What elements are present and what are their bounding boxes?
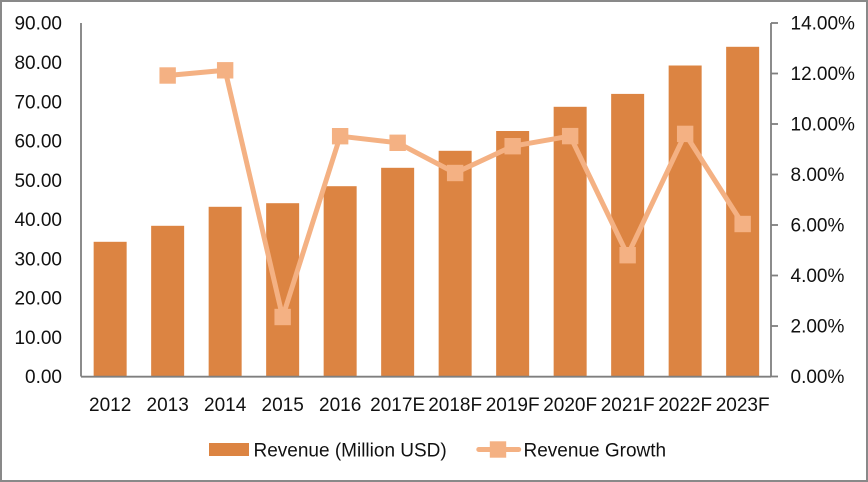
svg-text:2013: 2013: [147, 395, 189, 416]
svg-text:8.00%: 8.00%: [791, 165, 845, 186]
svg-text:10.00%: 10.00%: [791, 115, 856, 136]
svg-text:90.00: 90.00: [14, 14, 62, 35]
svg-text:Revenue (Million USD): Revenue (Million USD): [254, 440, 447, 461]
svg-text:2016: 2016: [319, 395, 361, 416]
svg-text:2015: 2015: [262, 395, 304, 416]
svg-text:12.00%: 12.00%: [791, 64, 856, 85]
svg-text:14.00%: 14.00%: [791, 14, 856, 35]
svg-text:10.00: 10.00: [14, 328, 62, 349]
svg-text:2012: 2012: [89, 395, 131, 416]
svg-text:80.00: 80.00: [14, 53, 62, 74]
svg-text:Revenue Growth: Revenue Growth: [524, 440, 667, 461]
svg-text:6.00%: 6.00%: [791, 216, 845, 237]
svg-text:40.00: 40.00: [14, 210, 62, 231]
svg-text:20.00: 20.00: [14, 289, 62, 310]
svg-text:2020F: 2020F: [543, 395, 597, 416]
svg-text:2014: 2014: [204, 395, 247, 416]
svg-text:50.00: 50.00: [14, 171, 62, 192]
svg-text:4.00%: 4.00%: [791, 266, 845, 287]
svg-text:0.00%: 0.00%: [791, 367, 845, 388]
svg-text:0.00: 0.00: [25, 367, 62, 388]
svg-text:2023F: 2023F: [716, 395, 770, 416]
svg-text:2021F: 2021F: [601, 395, 655, 416]
svg-text:2.00%: 2.00%: [791, 317, 845, 338]
svg-text:2019F: 2019F: [486, 395, 540, 416]
svg-text:30.00: 30.00: [14, 249, 62, 270]
svg-text:70.00: 70.00: [14, 92, 62, 113]
svg-text:2022F: 2022F: [658, 395, 712, 416]
svg-text:2017E: 2017E: [370, 395, 425, 416]
svg-text:60.00: 60.00: [14, 132, 62, 153]
svg-text:2018F: 2018F: [428, 395, 482, 416]
